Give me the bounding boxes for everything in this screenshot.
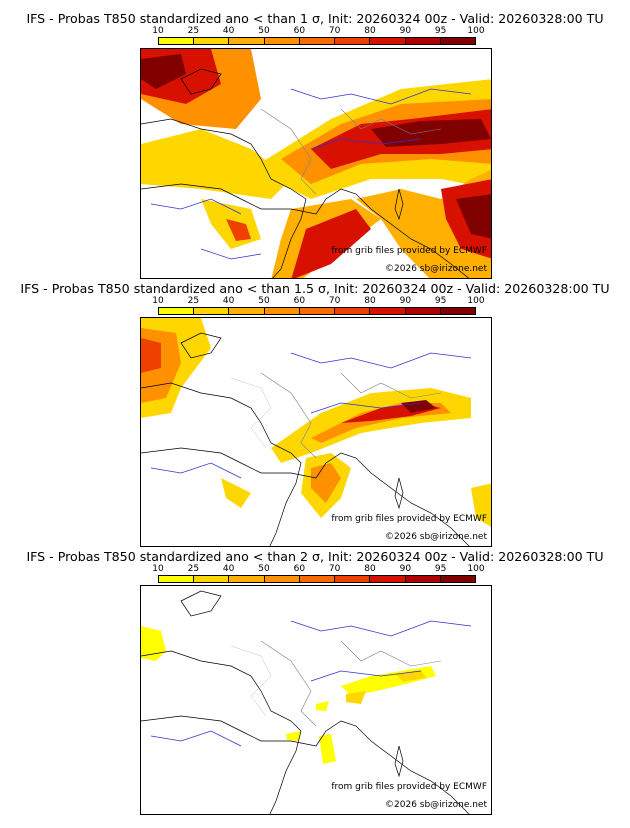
legend-color-swatch bbox=[299, 576, 336, 582]
legend-tick-label: 100 bbox=[467, 26, 485, 36]
legend-color-swatch bbox=[440, 38, 475, 44]
copyright-credit: ©2026 sb@irizone.net bbox=[385, 264, 487, 274]
source-credit: from grib files provided by ECMWF bbox=[331, 782, 487, 792]
copyright-credit: ©2026 sb@irizone.net bbox=[385, 532, 487, 542]
probability-map: from grib files provided by ECMWF ©2026 … bbox=[140, 48, 492, 279]
legend-color-swatch bbox=[299, 38, 336, 44]
legend-tick-label: 90 bbox=[399, 296, 412, 306]
legend-color-swatch bbox=[370, 308, 406, 314]
legend-bar bbox=[158, 37, 476, 45]
legend-color-swatch bbox=[440, 576, 475, 582]
legend-ticks: 10 25 40 50 60 70 80 90 95 100 bbox=[152, 296, 484, 307]
legend-tick-label: 100 bbox=[467, 296, 485, 306]
source-credit: from grib files provided by ECMWF bbox=[331, 246, 487, 256]
legend-tick-label: 95 bbox=[434, 296, 447, 306]
legend-tick-label: 60 bbox=[293, 296, 306, 306]
legend-tick-label: 40 bbox=[222, 296, 235, 306]
color-legend: 10 25 40 50 60 70 80 90 95 100 bbox=[152, 296, 485, 315]
legend-color-swatch bbox=[264, 38, 300, 44]
legend-color-swatch bbox=[194, 38, 230, 44]
legend-tick-label: 60 bbox=[293, 26, 306, 36]
legend-color-swatch bbox=[264, 308, 300, 314]
source-credit: from grib files provided by ECMWF bbox=[331, 514, 487, 524]
legend-tick-label: 100 bbox=[467, 564, 485, 574]
legend-tick-label: 90 bbox=[399, 26, 412, 36]
legend-color-swatch bbox=[159, 576, 195, 582]
legend-color-swatch bbox=[299, 308, 336, 314]
legend-color-swatch bbox=[264, 576, 300, 582]
map-graphic bbox=[141, 590, 472, 814]
legend-tick-label: 25 bbox=[187, 26, 200, 36]
probability-map: from grib files provided by ECMWF ©2026 … bbox=[140, 317, 492, 547]
panel-title: IFS - Probas T850 standardized ano < tha… bbox=[26, 549, 604, 564]
legend-tick-label: 25 bbox=[187, 296, 200, 306]
legend-tick-label: 50 bbox=[258, 296, 270, 306]
legend-bar bbox=[158, 307, 476, 315]
legend-color-swatch bbox=[335, 38, 371, 44]
legend-color-swatch bbox=[229, 576, 265, 582]
panel-title: IFS - Probas T850 standardized ano < tha… bbox=[26, 11, 604, 26]
legend-color-swatch bbox=[405, 576, 441, 582]
legend-tick-label: 80 bbox=[364, 564, 376, 574]
color-legend: 10 25 40 50 60 70 80 90 95 100 bbox=[152, 26, 485, 45]
legend-tick-label: 95 bbox=[434, 26, 447, 36]
legend-bar bbox=[158, 575, 476, 583]
panel-title: IFS - Probas T850 standardized ano < tha… bbox=[20, 281, 610, 296]
legend-tick-label: 95 bbox=[434, 564, 447, 574]
legend-tick-label: 50 bbox=[258, 564, 270, 574]
legend-color-swatch bbox=[194, 576, 230, 582]
legend-color-swatch bbox=[405, 38, 441, 44]
legend-color-swatch bbox=[440, 308, 475, 314]
map-graphic bbox=[141, 318, 491, 546]
legend-tick-label: 80 bbox=[364, 26, 376, 36]
legend-color-swatch bbox=[229, 38, 265, 44]
legend-tick-label: 70 bbox=[328, 564, 341, 574]
legend-color-swatch bbox=[229, 308, 265, 314]
legend-color-swatch bbox=[159, 38, 195, 44]
panel-1: IFS - Probas T850 standardized ano < tha… bbox=[0, 0, 630, 280]
map-graphic bbox=[141, 49, 491, 278]
legend-tick-label: 60 bbox=[293, 564, 306, 574]
legend-ticks: 10 25 40 50 60 70 80 90 95 100 bbox=[152, 564, 484, 575]
color-legend: 10 25 40 50 60 70 80 90 95 100 bbox=[152, 564, 485, 583]
legend-tick-label: 40 bbox=[222, 564, 235, 574]
legend-tick-label: 10 bbox=[152, 26, 164, 36]
legend-color-swatch bbox=[335, 576, 371, 582]
legend-color-swatch bbox=[405, 308, 441, 314]
legend-tick-label: 10 bbox=[152, 564, 164, 574]
legend-tick-label: 40 bbox=[222, 26, 235, 36]
legend-tick-label: 90 bbox=[399, 564, 412, 574]
legend-tick-label: 25 bbox=[187, 564, 200, 574]
legend-tick-label: 10 bbox=[152, 296, 164, 306]
legend-tick-label: 50 bbox=[258, 26, 270, 36]
legend-tick-label: 70 bbox=[328, 26, 341, 36]
copyright-credit: ©2026 sb@irizone.net bbox=[385, 800, 487, 810]
legend-color-swatch bbox=[194, 308, 230, 314]
panel-3: IFS - Probas T850 standardized ano < tha… bbox=[0, 548, 630, 828]
legend-ticks: 10 25 40 50 60 70 80 90 95 100 bbox=[152, 26, 484, 37]
legend-color-swatch bbox=[335, 308, 371, 314]
probability-map: from grib files provided by ECMWF ©2026 … bbox=[140, 585, 492, 815]
legend-tick-label: 80 bbox=[364, 296, 376, 306]
legend-color-swatch bbox=[159, 308, 195, 314]
legend-color-swatch bbox=[370, 576, 406, 582]
panel-2: IFS - Probas T850 standardized ano < tha… bbox=[0, 280, 630, 548]
legend-color-swatch bbox=[370, 38, 406, 44]
legend-tick-label: 70 bbox=[328, 296, 341, 306]
